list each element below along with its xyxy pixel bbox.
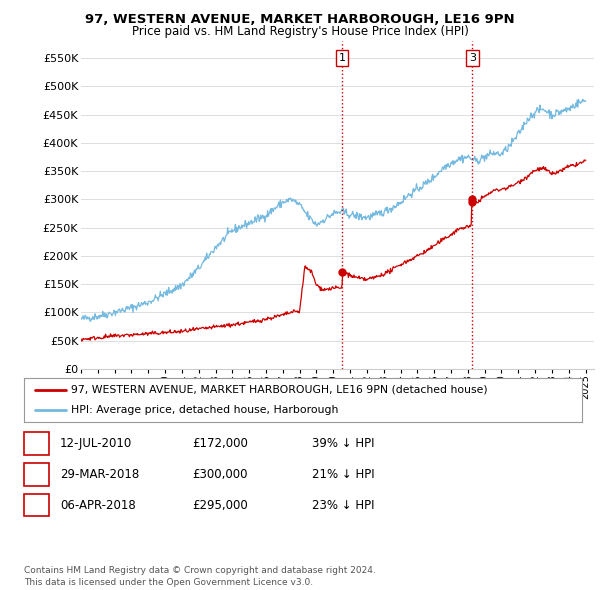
Text: 29-MAR-2018: 29-MAR-2018 (60, 468, 139, 481)
Text: Contains HM Land Registry data © Crown copyright and database right 2024.
This d: Contains HM Land Registry data © Crown c… (24, 566, 376, 587)
Text: 1: 1 (33, 437, 40, 450)
Text: 97, WESTERN AVENUE, MARKET HARBOROUGH, LE16 9PN: 97, WESTERN AVENUE, MARKET HARBOROUGH, L… (85, 13, 515, 26)
Text: 1: 1 (339, 53, 346, 63)
Text: 2: 2 (33, 468, 40, 481)
Text: £295,000: £295,000 (192, 499, 248, 512)
Text: 12-JUL-2010: 12-JUL-2010 (60, 437, 132, 450)
Text: 3: 3 (469, 53, 476, 63)
Text: HPI: Average price, detached house, Harborough: HPI: Average price, detached house, Harb… (71, 405, 339, 415)
Text: 39% ↓ HPI: 39% ↓ HPI (312, 437, 374, 450)
Text: 3: 3 (33, 499, 40, 512)
Text: 06-APR-2018: 06-APR-2018 (60, 499, 136, 512)
Text: 97, WESTERN AVENUE, MARKET HARBOROUGH, LE16 9PN (detached house): 97, WESTERN AVENUE, MARKET HARBOROUGH, L… (71, 385, 488, 395)
Text: £172,000: £172,000 (192, 437, 248, 450)
Text: £300,000: £300,000 (192, 468, 248, 481)
Text: 21% ↓ HPI: 21% ↓ HPI (312, 468, 374, 481)
Text: Price paid vs. HM Land Registry's House Price Index (HPI): Price paid vs. HM Land Registry's House … (131, 25, 469, 38)
Text: 23% ↓ HPI: 23% ↓ HPI (312, 499, 374, 512)
